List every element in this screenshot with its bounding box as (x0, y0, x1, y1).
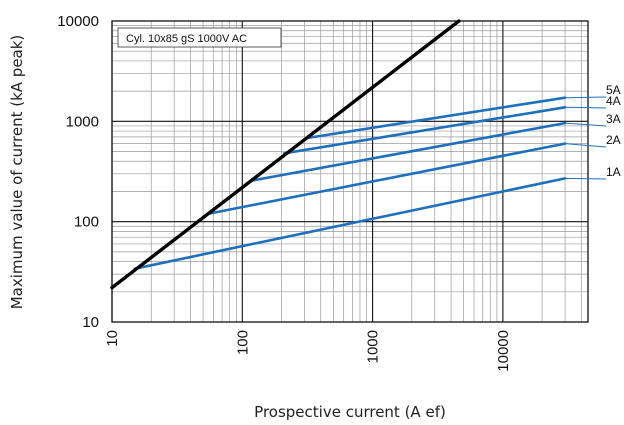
x-tick-label: 1000 (365, 330, 382, 363)
minor-grid (112, 21, 588, 322)
y-tick-label: 1000 (66, 113, 99, 130)
series-label-4a: 4A (606, 94, 621, 108)
y-tick-label: 10 (82, 314, 99, 331)
series-layer (133, 96, 567, 270)
series-line-4a (282, 105, 567, 155)
series-line-1a (133, 177, 567, 270)
y-tick-label: 10000 (57, 13, 99, 30)
series-line-3a (248, 121, 567, 183)
series-line-5a (305, 96, 567, 140)
series-leader-1a (565, 177, 607, 180)
series-label-1a: 1A (606, 165, 621, 179)
x-tick-label: 10000 (495, 330, 512, 372)
x-tick-label: 10 (104, 330, 121, 347)
series-label-2a: 2A (606, 133, 621, 147)
series-label-3a: 3A (606, 112, 621, 126)
series-leader-5a (565, 96, 607, 99)
legend-title: Cyl. 10x85 gS 1000V AC (126, 33, 247, 45)
series-line-2a (207, 142, 567, 216)
y-axis-title: Maximum value of current (kA peak) (8, 35, 26, 310)
y-tick-label: 100 (74, 214, 99, 231)
series-label-5a: 5A (606, 83, 621, 97)
legend-box: Cyl. 10x85 gS 1000V AC (117, 27, 282, 48)
plot-frame (111, 20, 589, 323)
x-tick-label: 100 (234, 330, 251, 355)
series-leader-2a (565, 143, 607, 148)
reference-line-layer (110, 19, 461, 290)
series-leader-3a (565, 122, 607, 127)
reference-line (110, 19, 461, 290)
series-leader-4a (565, 106, 607, 109)
x-axis-title: Prospective current (A ef) (254, 403, 446, 421)
tick-label-layer: 10 100 1000 10000 10 100 1000 10000 (57, 13, 512, 372)
